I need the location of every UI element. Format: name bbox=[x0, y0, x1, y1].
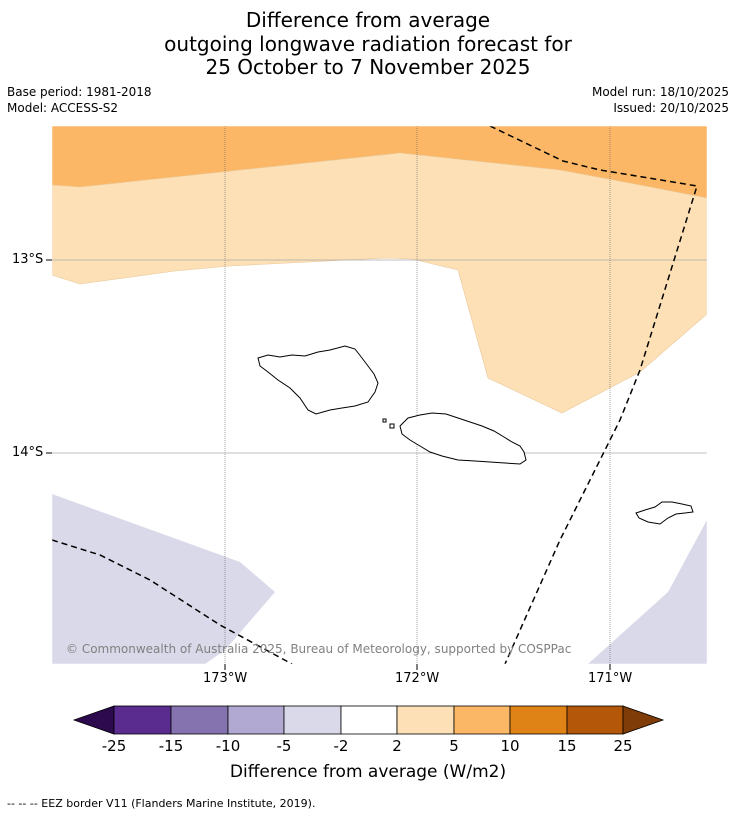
lat-label-13s: 13°S bbox=[12, 252, 44, 267]
colorbar-segment-neg2-2 bbox=[340, 705, 398, 735]
anomaly-region-neg5-neg2-west bbox=[52, 494, 275, 664]
lat-label-14s: 14°S bbox=[12, 445, 44, 460]
colorbar-tick-label: -10 bbox=[215, 737, 241, 755]
colorbar-segment-neg5-neg2 bbox=[283, 705, 342, 735]
colorbar-segment-5-10 bbox=[453, 705, 511, 735]
colorbar-extend-high bbox=[622, 705, 665, 735]
island-savaii bbox=[257, 345, 379, 415]
colorbar-segment-neg25-neg15 bbox=[113, 705, 172, 735]
lon-label-172w: 172°W bbox=[395, 671, 440, 686]
colorbar bbox=[72, 705, 665, 735]
eez-border-southwest bbox=[52, 539, 293, 664]
island-manono bbox=[389, 423, 395, 429]
island-apolima bbox=[382, 418, 387, 423]
colorbar-extend-low bbox=[72, 705, 115, 735]
colorbar-tick-label: -25 bbox=[101, 737, 127, 755]
eez-border-north bbox=[489, 126, 698, 664]
title-line-2: outgoing longwave radiation forecast for bbox=[164, 32, 572, 56]
copyright-notice: © Commonwealth of Australia 2025, Bureau… bbox=[66, 642, 572, 656]
anomaly-region-neg5-neg2-east bbox=[588, 520, 707, 664]
colorbar-tick-label: 15 bbox=[557, 737, 577, 755]
colorbar-segment-10-15 bbox=[509, 705, 568, 735]
lon-label-173w: 173°W bbox=[203, 671, 248, 686]
colorbar-tick-label: -15 bbox=[158, 737, 184, 755]
eez-footnote: -- -- -- EEZ border V11 (Flanders Marine… bbox=[7, 797, 316, 810]
anomaly-region-2-5 bbox=[52, 152, 707, 414]
colorbar-tick-label: 5 bbox=[449, 737, 459, 755]
model-name: Model: ACCESS-S2 bbox=[7, 101, 119, 115]
colorbar-tick-label: -2 bbox=[333, 737, 349, 755]
colorbar-segment-15-25 bbox=[566, 705, 624, 735]
island-tutuila bbox=[635, 501, 694, 525]
colorbar-segment-neg15-neg10 bbox=[170, 705, 229, 735]
model-run: Model run: 18/10/2025 bbox=[591, 85, 729, 99]
colorbar-segment-neg10-neg5 bbox=[227, 705, 285, 735]
issued-date: Issued: 20/10/2025 bbox=[613, 101, 729, 115]
colorbar-tick-label: 2 bbox=[392, 737, 402, 755]
map-area bbox=[52, 126, 707, 664]
island-upolu bbox=[399, 412, 527, 465]
colorbar-title: Difference from average (W/m2) bbox=[229, 762, 507, 782]
title-line-3: 25 October to 7 November 2025 bbox=[205, 55, 531, 79]
anomaly-region-5-10 bbox=[52, 126, 707, 198]
colorbar-tick-label: 25 bbox=[613, 737, 633, 755]
base-period: Base period: 1981-2018 bbox=[7, 85, 152, 99]
colorbar-tick-label: 10 bbox=[500, 737, 520, 755]
title-line-1: Difference from average bbox=[245, 8, 491, 32]
colorbar-tick-label: -5 bbox=[276, 737, 292, 755]
colorbar-segment-2-5 bbox=[396, 705, 455, 735]
lon-label-171w: 171°W bbox=[588, 671, 633, 686]
